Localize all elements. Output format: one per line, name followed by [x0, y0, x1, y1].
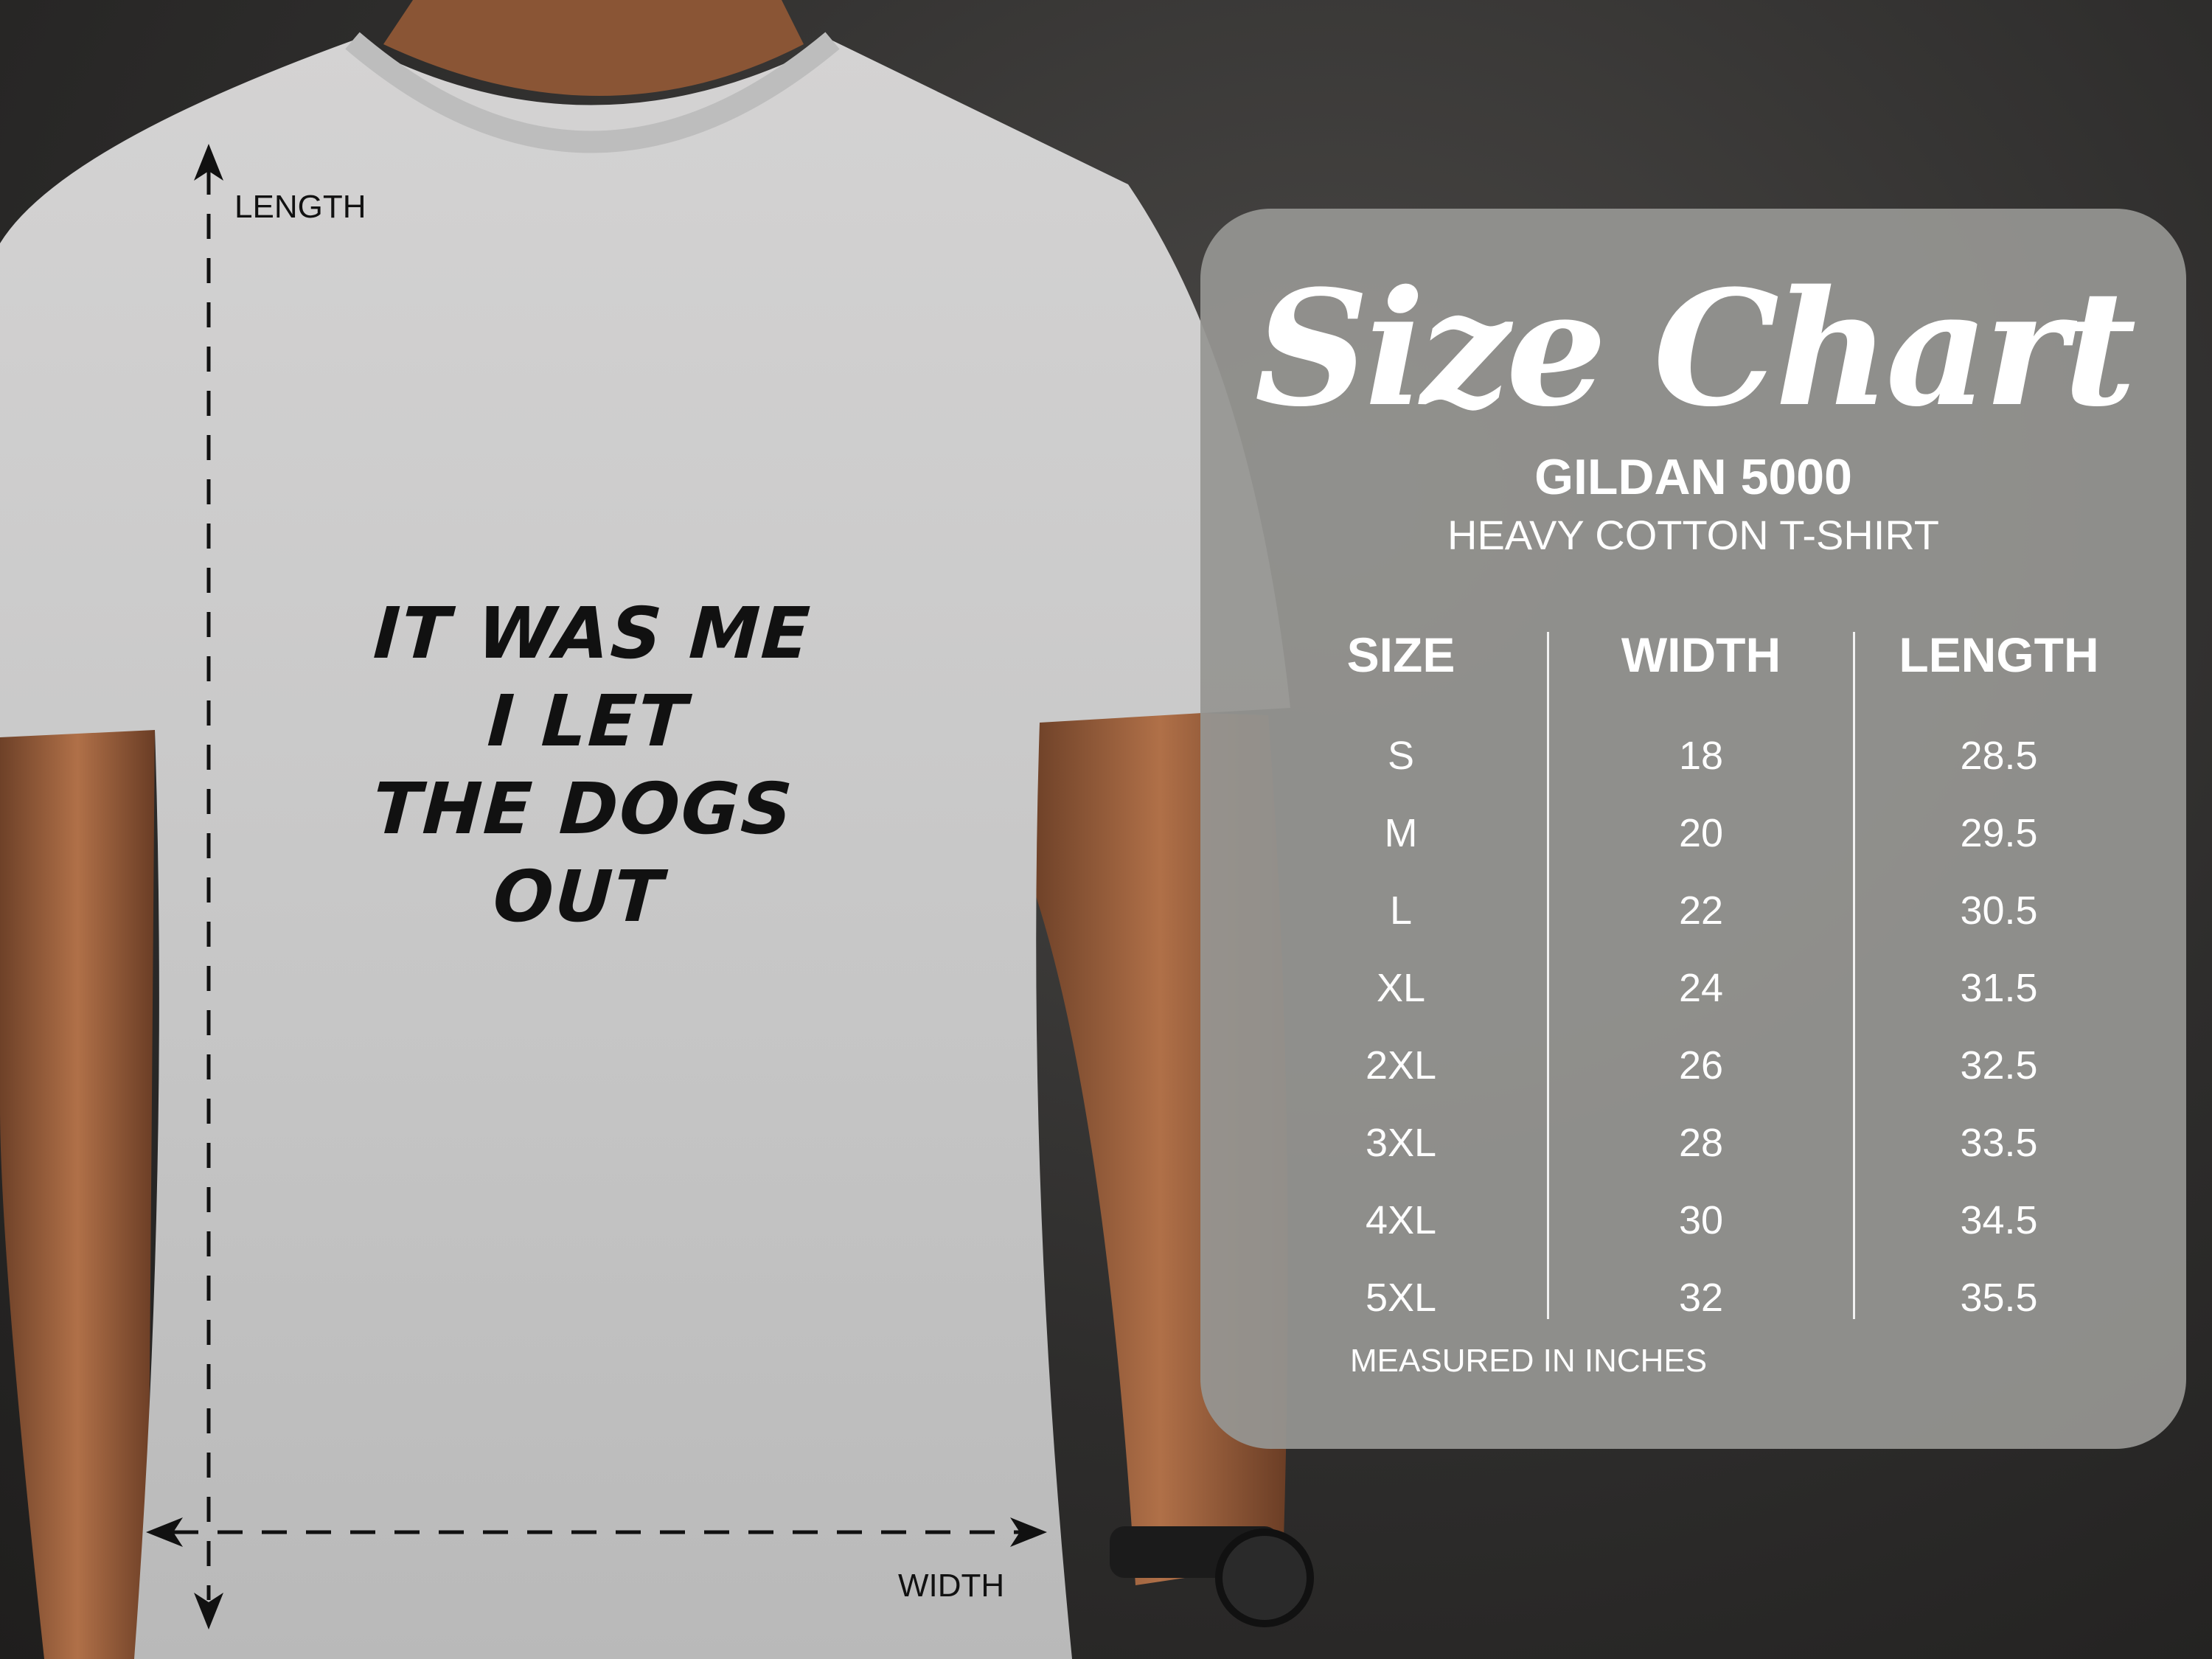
- length-cell: 32.5: [1960, 1043, 2038, 1088]
- width-header: WIDTH: [1621, 627, 1781, 682]
- length-cell: 28.5: [1960, 734, 2038, 778]
- print-line: THE DOGS: [370, 768, 796, 850]
- watch: [1110, 1526, 1314, 1627]
- length-cell: 29.5: [1960, 811, 2038, 855]
- size-column: SIZE S M L XL 2XL 3XL 4XL 5XL: [1261, 622, 1541, 1337]
- size-cell: S: [1387, 734, 1415, 778]
- length-cells: 28.5 29.5 30.5 31.5 32.5 33.5 34.5 35.5: [1859, 717, 2139, 1337]
- brand-name: GILDAN 5000: [1534, 449, 1852, 505]
- size-chart-title: Size Chart: [1254, 255, 2136, 442]
- width-arrow: [146, 1517, 1047, 1547]
- column-divider: [1547, 632, 1549, 1319]
- length-column: LENGTH 28.5 29.5 30.5 31.5 32.5 33.5 34.5 35.5: [1859, 622, 2139, 1337]
- size-header: SIZE: [1346, 627, 1455, 682]
- width-cells: 18 20 22 24 26 28 30 32: [1561, 717, 1841, 1337]
- width-cell: 30: [1678, 1198, 1724, 1242]
- t-shirt: [0, 41, 1290, 1659]
- width-column: WIDTH 18 20 22 24 26 28 30 32: [1561, 622, 1841, 1337]
- size-cell: 5XL: [1365, 1276, 1437, 1320]
- length-label: LENGTH: [234, 189, 366, 225]
- column-divider: [1853, 632, 1855, 1319]
- width-cell: 20: [1678, 811, 1724, 855]
- length-cell: 30.5: [1960, 888, 2038, 933]
- width-cell: 26: [1678, 1043, 1724, 1088]
- width-cell: 28: [1678, 1121, 1724, 1165]
- size-cell: XL: [1376, 966, 1426, 1010]
- units-note: MEASURED IN INCHES: [1350, 1343, 1708, 1379]
- print-line: I LET: [485, 680, 690, 762]
- length-cell: 31.5: [1960, 966, 2038, 1010]
- size-chart-panel: Size Chart GILDAN 5000 HEAVY COTTON T-SH…: [1200, 209, 2186, 1449]
- length-arrow: [194, 144, 223, 1630]
- print-line: IT WAS ME: [371, 592, 813, 675]
- width-cell: 18: [1678, 734, 1724, 778]
- collar: [345, 32, 840, 153]
- width-label: WIDTH: [898, 1568, 1005, 1604]
- size-cells: S M L XL 2XL 3XL 4XL 5XL: [1261, 717, 1541, 1337]
- size-cell: 3XL: [1365, 1121, 1437, 1165]
- width-cell: 32: [1678, 1276, 1724, 1320]
- length-cell: 33.5: [1960, 1121, 2038, 1165]
- length-cell: 34.5: [1960, 1198, 2038, 1242]
- width-cell: 24: [1678, 966, 1724, 1010]
- length-header: LENGTH: [1899, 627, 2099, 682]
- neck: [383, 0, 804, 96]
- length-cell: 35.5: [1960, 1276, 2038, 1320]
- size-cell: M: [1384, 811, 1418, 855]
- size-cell: 4XL: [1365, 1198, 1437, 1242]
- product-name: HEAVY COTTON T-SHIRT: [1447, 512, 1939, 558]
- size-cell: L: [1389, 888, 1413, 933]
- print-line: OUT: [491, 855, 667, 938]
- left-arm: [0, 708, 155, 1659]
- shirt-print: IT WAS ME I LET THE DOGS OUT: [358, 590, 813, 941]
- width-cell: 22: [1678, 888, 1724, 933]
- size-cell: 2XL: [1365, 1043, 1437, 1088]
